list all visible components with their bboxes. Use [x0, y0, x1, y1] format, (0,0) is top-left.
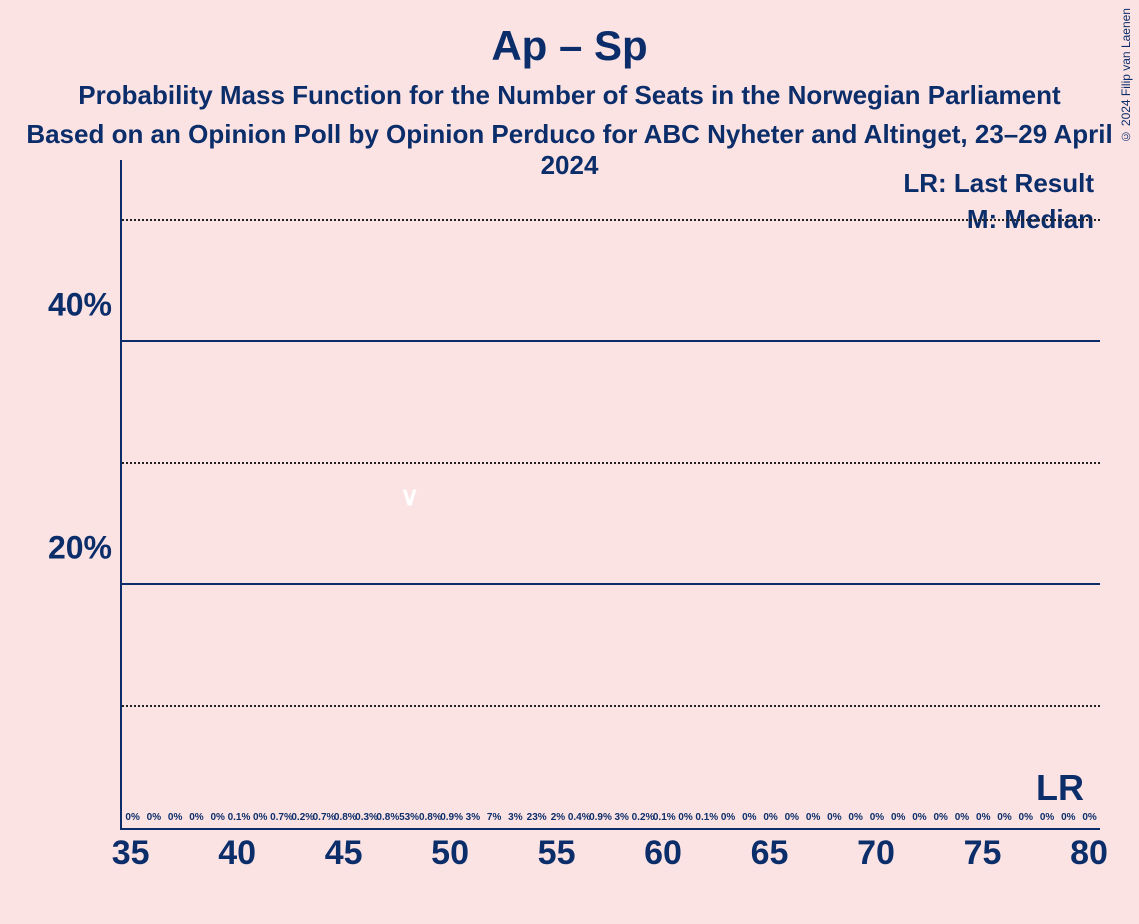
- bar-value-label: 0.2%: [632, 812, 655, 823]
- bar-value-label: 0%: [912, 812, 926, 823]
- bar-value-label: 0%: [168, 812, 182, 823]
- bar-value-label: 0%: [763, 812, 777, 823]
- y-axis-label: 20%: [32, 530, 112, 567]
- bar-value-label: 0%: [806, 812, 820, 823]
- bar-value-label: 0%: [253, 812, 267, 823]
- bar-value-label: 0.2%: [291, 812, 314, 823]
- bar-value-label: 0%: [955, 812, 969, 823]
- bar-value-label: 0%: [785, 812, 799, 823]
- bar-value-label: 0%: [827, 812, 841, 823]
- bar-value-label: 0%: [870, 812, 884, 823]
- bar-value-label: 0.1%: [653, 812, 676, 823]
- bar-value-label: 0.7%: [270, 812, 293, 823]
- bar-value-label: 0%: [1019, 812, 1033, 823]
- bar-value-label: 0%: [147, 812, 161, 823]
- bar-value-label: 0%: [189, 812, 203, 823]
- bar-value-label: 0.8%: [376, 812, 399, 823]
- pmf-chart: 0%0%0%0%0%0.1%0%0.7%0.2%0.7%0.8%0.3%0.8%…: [120, 160, 1100, 830]
- bar-value-label: 0.1%: [228, 812, 251, 823]
- bar-value-label: 0.8%: [419, 812, 442, 823]
- bar-value-label: 0.7%: [313, 812, 336, 823]
- chart-title: Ap – Sp: [0, 0, 1139, 70]
- bar-value-label: 53%: [399, 812, 419, 823]
- bar-value-label: 0%: [678, 812, 692, 823]
- bar-value-label: 0.3%: [355, 812, 378, 823]
- bar-value-label: 3%: [615, 812, 629, 823]
- bar-value-label: 0%: [1061, 812, 1075, 823]
- bar-value-label: 7%: [487, 812, 501, 823]
- bar-value-label: 0%: [742, 812, 756, 823]
- y-axis-label: 40%: [32, 287, 112, 324]
- copyright-label: © 2024 Filip van Laenen: [1119, 8, 1133, 143]
- bar-value-label: 0.4%: [568, 812, 591, 823]
- bar-value-label: 2%: [551, 812, 565, 823]
- bar-value-label: 0.1%: [695, 812, 718, 823]
- bar-value-label: 0%: [848, 812, 862, 823]
- bar-value-label: 0%: [976, 812, 990, 823]
- bar-value-label: 0.9%: [589, 812, 612, 823]
- bar-value-label: 0%: [1082, 812, 1096, 823]
- bar-value-label: 0%: [125, 812, 139, 823]
- bar-value-label: 0%: [210, 812, 224, 823]
- x-axis: 35404550556065707580: [120, 834, 1100, 884]
- bar-value-label: 0%: [891, 812, 905, 823]
- bar-value-label: 0.9%: [440, 812, 463, 823]
- bar-value-label: 0.8%: [334, 812, 357, 823]
- chart-subtitle: Probability Mass Function for the Number…: [0, 80, 1139, 111]
- bar-value-label: 0%: [1040, 812, 1054, 823]
- bar-value-label: 3%: [508, 812, 522, 823]
- bar-value-label: 0%: [721, 812, 735, 823]
- bar-value-label: 0%: [997, 812, 1011, 823]
- bar-value-label: 3%: [466, 812, 480, 823]
- x-tick-label: 80: [1070, 834, 1108, 873]
- bar-value-label: 0%: [933, 812, 947, 823]
- bar-value-label: 23%: [527, 812, 547, 823]
